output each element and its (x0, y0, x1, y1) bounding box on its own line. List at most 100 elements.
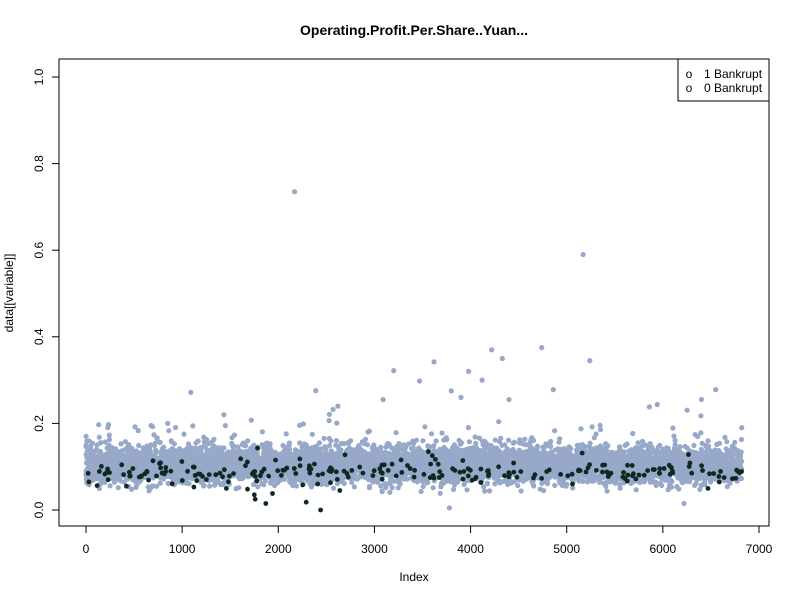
data-point (152, 440, 158, 446)
data-point (487, 488, 493, 494)
data-point (425, 479, 431, 485)
data-point (366, 483, 373, 490)
data-point (231, 432, 238, 438)
data-point (529, 435, 535, 441)
data-point (570, 485, 576, 491)
data-point (492, 481, 498, 487)
data-point (94, 446, 100, 452)
data-point (672, 445, 678, 451)
data-point (724, 439, 730, 445)
data-point (597, 422, 603, 428)
data-point (154, 435, 160, 441)
data-point (691, 442, 697, 449)
data-point (677, 444, 683, 450)
data-point (410, 445, 416, 451)
data-point (118, 441, 124, 447)
data-point (263, 442, 269, 449)
data-point (221, 445, 227, 451)
data-point (261, 482, 267, 488)
data-point (480, 484, 487, 490)
data-point (330, 485, 337, 491)
data-point (371, 442, 377, 448)
data-point (351, 484, 357, 490)
data-point (136, 442, 142, 449)
data-point (359, 439, 365, 445)
data-point (171, 441, 177, 447)
data-point (724, 484, 730, 490)
data-point (161, 444, 167, 450)
data-point (242, 470, 248, 476)
data-point (267, 441, 273, 447)
data-point (582, 444, 588, 450)
data-point (387, 489, 393, 495)
data-point (207, 483, 213, 489)
data-point (192, 445, 199, 451)
data-point (333, 438, 340, 444)
data-point (326, 443, 333, 449)
data-point (414, 479, 420, 485)
data-point (684, 407, 690, 413)
data-point (576, 442, 582, 448)
data-point (450, 486, 457, 493)
data-point (492, 437, 498, 443)
data-point (154, 483, 160, 489)
data-point (297, 440, 303, 446)
data-point (378, 483, 384, 489)
data-point (309, 431, 315, 437)
data-point (245, 438, 251, 444)
data-point (157, 439, 163, 445)
data-point (326, 418, 332, 424)
data-point (209, 451, 215, 457)
data-point (318, 446, 324, 452)
data-point (83, 433, 89, 439)
data-point (348, 438, 354, 444)
data-point (428, 431, 435, 437)
data-point (682, 443, 688, 449)
data-point (722, 434, 728, 440)
data-point (236, 485, 242, 491)
data-point (659, 482, 665, 489)
data-point (643, 442, 649, 448)
data-point (326, 435, 332, 442)
data-point (201, 434, 207, 440)
data-point (705, 438, 711, 444)
data-point (698, 396, 705, 403)
data-point (732, 439, 738, 445)
data-point (707, 477, 713, 483)
data-point (126, 450, 132, 456)
data-point (544, 442, 550, 448)
data-point (106, 437, 113, 443)
data-point (96, 422, 102, 428)
data-point (422, 424, 428, 430)
data-point (395, 478, 401, 485)
data-point (389, 485, 395, 491)
data-point (539, 480, 545, 486)
data-point (672, 437, 678, 443)
data-point (107, 483, 113, 489)
data-point (173, 424, 179, 431)
data-point (338, 440, 344, 447)
data-point (248, 417, 254, 423)
data-point (379, 489, 385, 495)
data-point (433, 438, 439, 444)
data-point (181, 431, 187, 437)
data-point (522, 436, 528, 442)
data-point (692, 482, 698, 488)
data-point (230, 443, 236, 450)
data-point (321, 435, 327, 441)
data-point (578, 426, 584, 432)
data-point (157, 480, 163, 486)
data-point (427, 444, 433, 450)
data-point (302, 468, 308, 474)
data-point (148, 422, 154, 429)
data-point (633, 487, 639, 493)
data-point (466, 439, 472, 445)
chart-title: Operating.Profit.Per.Share..Yuan... (300, 22, 528, 38)
data-point (738, 436, 745, 443)
data-point (221, 412, 227, 418)
data-point (145, 484, 151, 490)
data-point (323, 446, 329, 452)
data-point (334, 420, 340, 426)
data-point (437, 450, 444, 456)
